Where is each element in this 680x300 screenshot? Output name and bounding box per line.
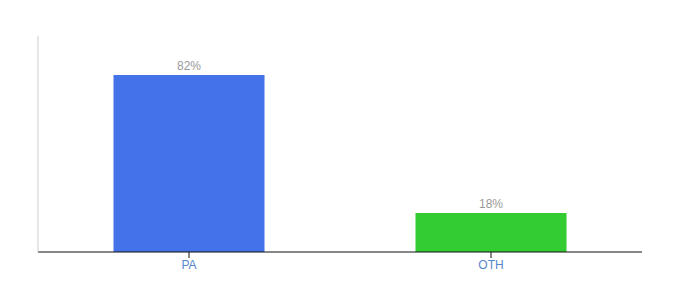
svg-text:OTH: OTH [478, 258, 503, 272]
svg-text:PA: PA [181, 258, 196, 272]
svg-text:82%: 82% [177, 59, 201, 73]
svg-text:18%: 18% [479, 197, 503, 211]
